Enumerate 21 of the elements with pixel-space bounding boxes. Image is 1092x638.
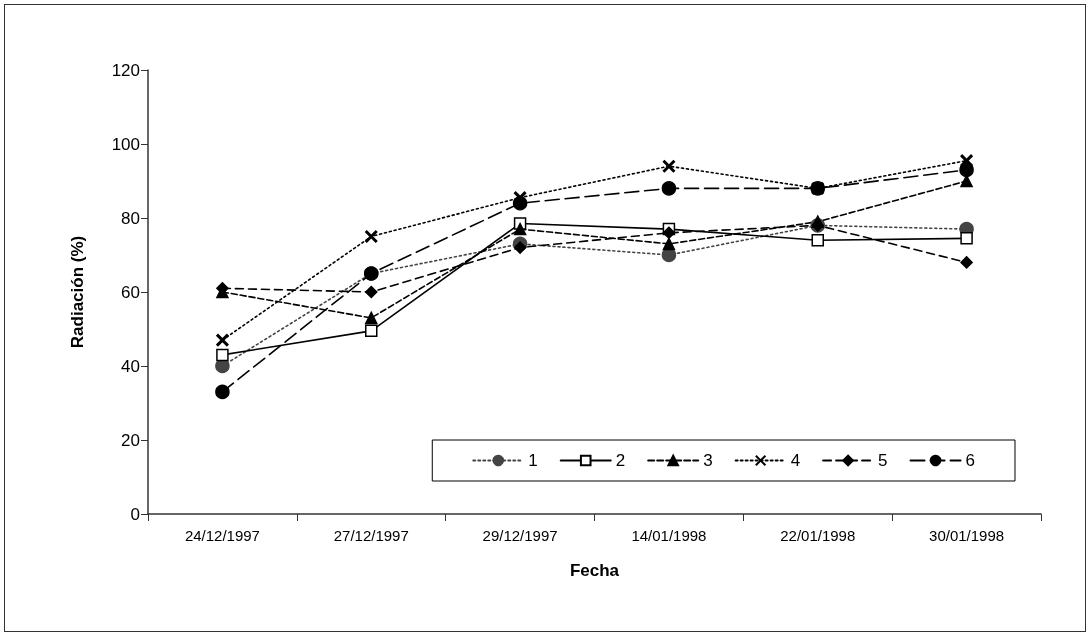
legend-label: 3 (703, 451, 713, 470)
y-tick-label: 80 (121, 208, 140, 228)
x-tick-label: 27/12/1997 (333, 527, 409, 544)
y-tick-label: 60 (121, 282, 140, 302)
legend-label: 5 (878, 451, 888, 470)
y-tick-label: 20 (121, 430, 140, 450)
x-tick-label: 14/01/1998 (631, 527, 707, 544)
x-axis-title: Fecha (569, 561, 620, 580)
y-axis-title: Radiación (%) (68, 235, 87, 349)
x-tick-label: 22/01/1998 (780, 527, 856, 544)
legend-label: 4 (790, 451, 801, 470)
legend-label: 2 (615, 451, 626, 470)
x-tick-label: 30/01/1998 (929, 527, 1005, 544)
x-tick-label: 29/12/1997 (482, 527, 558, 544)
y-tick-label: 0 (130, 504, 140, 524)
y-tick-label: 100 (111, 134, 140, 154)
legend-label: 1 (528, 451, 538, 470)
y-tick-label: 40 (121, 356, 140, 376)
legend-label: 6 (965, 451, 976, 470)
y-tick-label: 120 (111, 60, 140, 80)
x-tick-label: 24/12/1997 (184, 527, 260, 544)
